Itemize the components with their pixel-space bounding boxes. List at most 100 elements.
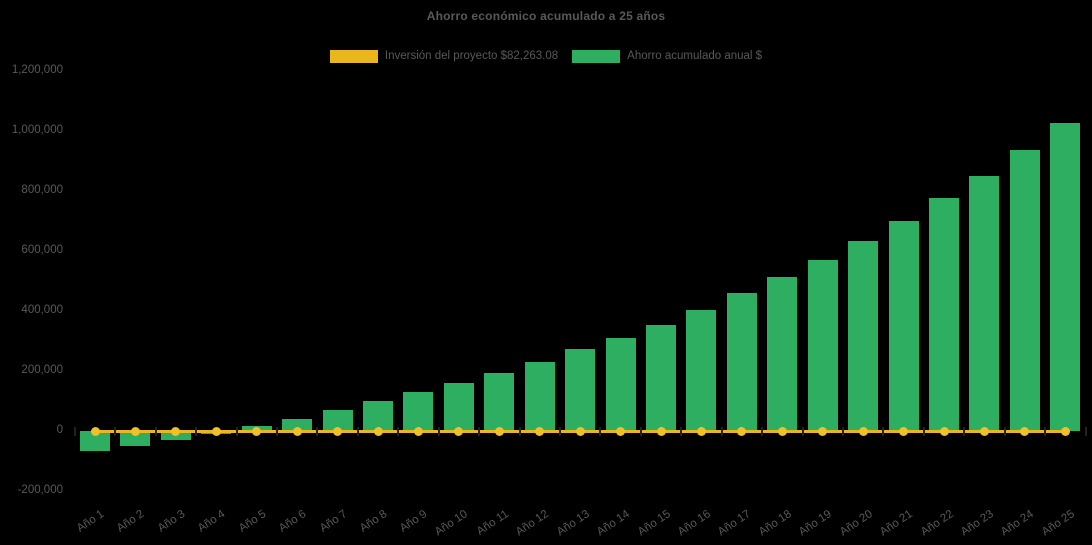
x-label-año-22: Año 22 [918, 508, 956, 539]
line-marker-año-13 [575, 426, 585, 436]
x-label-año-25: Año 25 [1039, 508, 1077, 539]
line-marker-año-16 [696, 426, 706, 436]
x-axis-tick [1084, 427, 1087, 436]
x-label-año-23: Año 23 [958, 508, 996, 539]
line-marker-año-10 [454, 426, 464, 436]
x-axis-tick [680, 427, 683, 436]
x-axis-tick [882, 427, 885, 436]
x-axis-tick [437, 427, 440, 436]
line-marker-año-3 [171, 426, 181, 436]
x-label-año-20: Año 20 [837, 508, 875, 539]
line-marker-año-5 [252, 426, 262, 436]
x-label-año-18: Año 18 [756, 508, 794, 539]
y-axis-label-1,000,000: 1,000,000 [11, 124, 63, 136]
bar-año-16 [686, 310, 717, 431]
x-axis-tick [1003, 427, 1006, 436]
x-label-año-13: Año 13 [554, 508, 592, 539]
bar-año-20 [848, 241, 879, 431]
line-marker-año-15 [656, 426, 666, 436]
line-marker-año-17 [737, 426, 747, 436]
line-marker-año-9 [413, 426, 423, 436]
x-axis-tick [478, 427, 481, 436]
bar-año-10 [443, 383, 474, 431]
legend-item-investment: Inversión del proyecto $82,263.08 [329, 49, 559, 63]
line-marker-año-8 [373, 426, 383, 436]
x-axis-tick [275, 427, 278, 436]
legend-swatch-savings [572, 49, 621, 63]
bar-año-21 [888, 220, 919, 431]
x-label-año-17: Año 17 [716, 508, 754, 539]
x-axis-tick [761, 427, 764, 436]
x-axis-tick [841, 427, 844, 436]
line-marker-año-21 [899, 426, 909, 436]
bar-año-1 [80, 431, 110, 452]
bar-año-23 [969, 175, 1000, 431]
line-marker-año-12 [535, 426, 545, 436]
x-axis-tick [154, 427, 157, 436]
x-axis-tick [235, 427, 238, 436]
line-marker-año-20 [858, 426, 868, 436]
x-label-año-7: Año 7 [317, 508, 349, 535]
x-axis-tick [801, 427, 804, 436]
x-axis-tick [518, 427, 521, 436]
y-axis-label--200,000: -200,000 [17, 484, 63, 496]
line-marker-año-22 [939, 426, 949, 436]
x-label-año-19: Año 19 [797, 508, 835, 539]
y-axis-label-600,000: 600,000 [21, 244, 63, 256]
x-label-año-9: Año 9 [398, 508, 430, 535]
bar-año-11 [484, 373, 515, 431]
bar-año-9 [403, 392, 434, 431]
line-marker-año-18 [777, 426, 787, 436]
chart-title: Ahorro económico acumulado a 25 años [426, 9, 666, 23]
y-axis-label-400,000: 400,000 [21, 304, 63, 316]
x-label-año-15: Año 15 [635, 508, 673, 539]
legend-swatch-investment [329, 49, 378, 63]
x-axis-tick [963, 427, 966, 436]
line-marker-año-11 [494, 426, 504, 436]
x-axis-tick [599, 427, 602, 436]
x-axis-tick [397, 427, 400, 436]
x-label-año-21: Año 21 [878, 508, 915, 539]
line-marker-año-23 [979, 426, 989, 436]
bar-año-22 [929, 197, 960, 431]
line-marker-año-6 [292, 426, 302, 436]
x-label-año-1: Año 1 [74, 508, 107, 535]
bar-año-17 [726, 293, 757, 431]
bar-año-8 [363, 401, 393, 431]
legend: Inversión del proyecto $82,263.08 Ahorro… [0, 47, 1092, 65]
legend-label-savings: Ahorro acumulado anual $ [627, 50, 763, 62]
line-marker-año-2 [130, 426, 140, 436]
bar-año-6 [282, 419, 313, 431]
x-axis-tick [1044, 427, 1047, 436]
x-axis-tick [356, 427, 359, 436]
bar-año-13 [565, 349, 596, 431]
line-marker-año-25 [1060, 426, 1070, 436]
legend-label-investment: Inversión del proyecto $82,263.08 [384, 50, 559, 62]
x-label-año-6: Año 6 [276, 508, 309, 535]
line-marker-año-4 [211, 426, 221, 436]
x-axis-tick [558, 427, 561, 436]
x-axis-tick [922, 427, 925, 436]
line-marker-año-19 [818, 426, 828, 436]
line-marker-año-14 [616, 426, 626, 436]
legend-item-savings: Ahorro acumulado anual $ [572, 49, 763, 63]
bar-año-12 [524, 362, 555, 431]
line-marker-año-1 [90, 426, 100, 436]
x-label-año-3: Año 3 [155, 508, 188, 535]
bar-año-24 [1009, 149, 1040, 431]
y-axis-label-0: 0 [56, 424, 63, 436]
x-label-año-24: Año 24 [999, 508, 1037, 539]
y-axis-label-1,200,000: 1,200,000 [11, 64, 63, 76]
x-axis-tick [195, 427, 198, 436]
x-axis-tick [639, 427, 642, 436]
bar-año-7 [322, 410, 353, 431]
bar-año-15 [646, 324, 677, 431]
x-label-año-14: Año 14 [595, 508, 632, 539]
bar-año-18 [767, 277, 798, 431]
x-axis-tick [114, 427, 117, 436]
x-label-año-8: Año 8 [357, 508, 390, 535]
y-axis-label-800,000: 800,000 [21, 184, 63, 196]
x-label-año-4: Año 4 [196, 508, 228, 535]
bar-año-3 [160, 431, 191, 441]
